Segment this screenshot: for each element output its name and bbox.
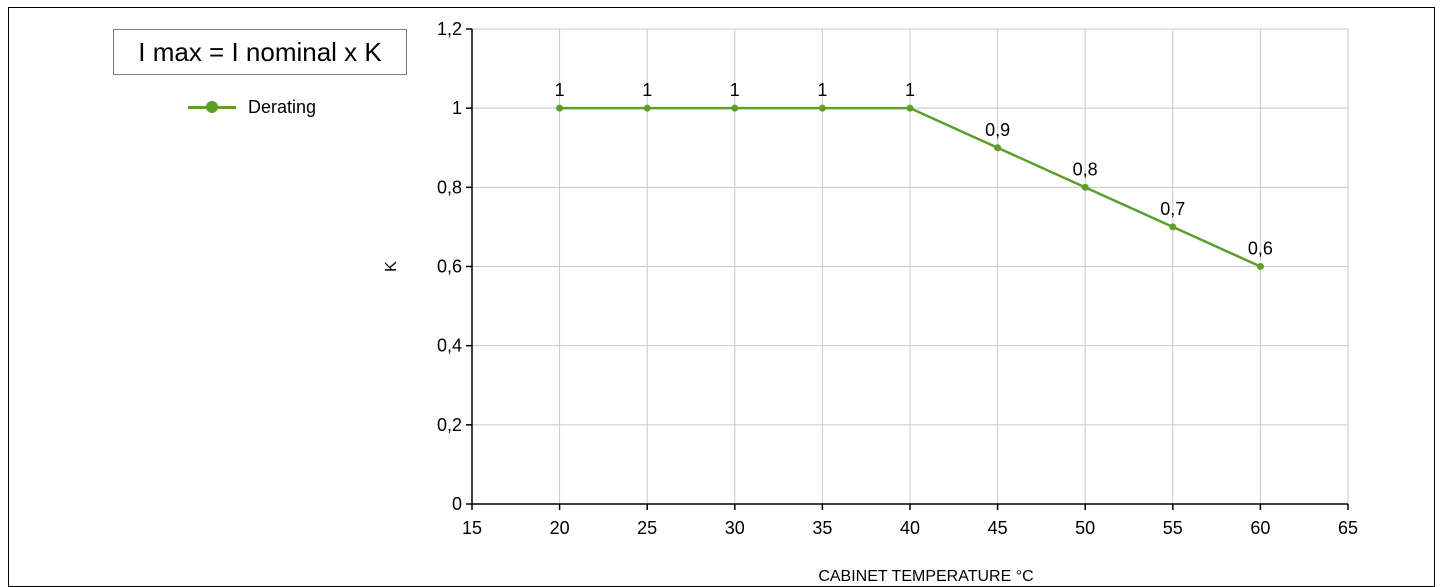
x-tick-label: 25 [637, 518, 657, 538]
data-series [556, 104, 1264, 270]
data-label: 0,7 [1160, 199, 1185, 219]
data-point [556, 104, 564, 112]
x-tick-label: 40 [900, 518, 920, 538]
data-point [1081, 183, 1089, 191]
x-tick-label: 55 [1163, 518, 1183, 538]
y-tick-label: 0,4 [437, 336, 462, 356]
y-tick-label: 0,6 [437, 257, 462, 277]
x-tick-label: 35 [812, 518, 832, 538]
x-axis-title: CABINET TEMPERATURE °C [818, 568, 1033, 583]
data-label: 1 [905, 80, 915, 100]
y-tick-label: 0,2 [437, 415, 462, 435]
tick-labels: 0 0,2 0,4 0,6 0,8 1 1,2 15 20 25 30 35 40 45 50 55 60 65 [437, 19, 1358, 538]
data-label: 1 [730, 80, 740, 100]
data-point [1256, 263, 1264, 270]
formula-box: I max = I nominal x K [113, 29, 407, 75]
data-label: 1 [555, 80, 565, 100]
x-tick-label: 45 [988, 518, 1008, 538]
data-label: 0,6 [1248, 239, 1273, 259]
data-point [1169, 223, 1177, 231]
y-tick-label: 0 [452, 494, 462, 514]
formula-text: I max = I nominal x K [138, 37, 382, 67]
data-point [994, 144, 1002, 152]
chart-legend: Derating [188, 94, 316, 120]
x-tick-label: 50 [1075, 518, 1095, 538]
y-axis-title: K [383, 261, 400, 272]
legend-marker-icon [188, 100, 236, 113]
legend-label: Derating [248, 96, 317, 117]
data-labels: 1 1 1 1 1 0,9 0,8 0,7 0,6 [555, 80, 1273, 258]
data-point [643, 104, 651, 112]
grid-lines [472, 28, 1349, 504]
data-point [818, 104, 826, 112]
data-label: 1 [817, 80, 827, 100]
y-tick-label: 0,8 [437, 177, 462, 197]
y-tick-label: 1,2 [437, 19, 462, 39]
data-label: 1 [642, 80, 652, 100]
y-tick-label: 1 [452, 98, 462, 118]
x-tick-label: 30 [725, 518, 745, 538]
data-label: 0,9 [985, 120, 1010, 140]
x-tick-label: 60 [1250, 518, 1270, 538]
x-tick-label: 15 [462, 518, 482, 538]
x-tick-label: 20 [550, 518, 570, 538]
x-tick-label: 65 [1338, 518, 1358, 538]
data-point [731, 104, 739, 112]
data-point [906, 104, 914, 112]
data-label: 0,8 [1073, 159, 1098, 179]
